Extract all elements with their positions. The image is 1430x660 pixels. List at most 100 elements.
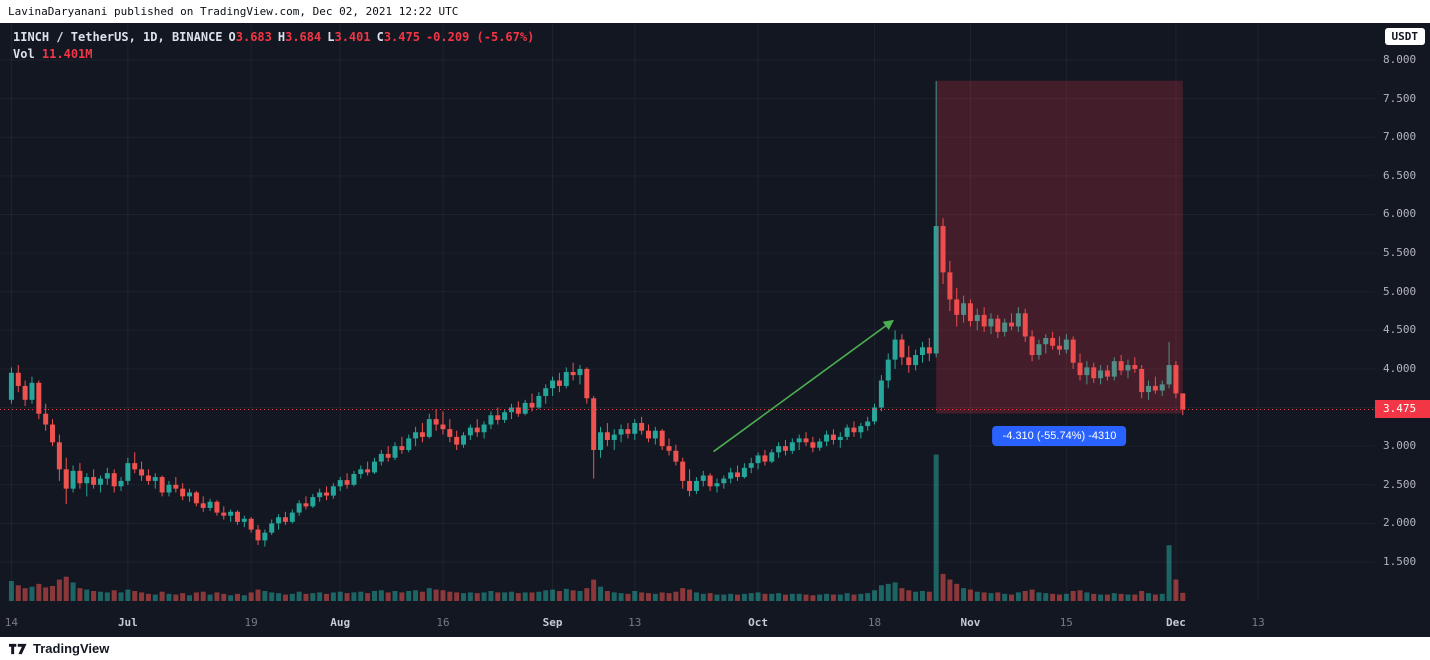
candle-body bbox=[584, 368, 590, 399]
candle-body bbox=[652, 430, 658, 439]
candle-body bbox=[974, 314, 980, 322]
candle-body bbox=[577, 368, 583, 376]
candle-body bbox=[330, 486, 336, 496]
volume-bar bbox=[556, 591, 562, 601]
candle-body bbox=[515, 407, 521, 414]
candle-body bbox=[1118, 361, 1124, 371]
price-axis[interactable]: 8.000 7.500 7.000 6.500 6.000 5.500 5.000 4.500… bbox=[1375, 23, 1430, 637]
candle-body bbox=[899, 339, 905, 358]
volume-bar bbox=[563, 588, 569, 601]
volume-bar bbox=[214, 592, 220, 601]
volume-bar bbox=[474, 593, 480, 601]
candle-body bbox=[625, 429, 631, 434]
volume-bar bbox=[187, 595, 193, 601]
volume-bar bbox=[755, 592, 761, 601]
candle-body bbox=[865, 421, 871, 427]
candle-body bbox=[200, 503, 206, 508]
candle-body bbox=[741, 467, 747, 478]
volume-bar bbox=[995, 592, 1001, 601]
candle-body bbox=[152, 477, 158, 481]
candle-body bbox=[748, 463, 754, 468]
volume-bar bbox=[262, 591, 268, 601]
symbol-title[interactable]: 1INCH / TetherUS, 1D, BINANCE bbox=[13, 30, 223, 44]
candle-body bbox=[776, 446, 782, 453]
chart-canvas[interactable] bbox=[0, 23, 1375, 609]
chart-area[interactable]: 14 Jul 19 Aug 16 Sep 13 Oct 18 Nov 15 Dec 13 8.000 7.… bbox=[0, 23, 1430, 637]
candle-body bbox=[173, 484, 179, 489]
candle-body bbox=[762, 455, 768, 462]
volume-bar bbox=[550, 589, 556, 601]
candle-body bbox=[735, 472, 741, 478]
volume-bar bbox=[1022, 591, 1028, 601]
last-price-tag: 3.475 bbox=[1375, 400, 1430, 419]
candle-body bbox=[269, 523, 275, 533]
time-axis-label: 13 bbox=[1251, 616, 1265, 629]
volume-bar bbox=[433, 589, 439, 601]
volume-bar bbox=[522, 592, 528, 601]
tradingview-logo[interactable]: TradingView bbox=[9, 641, 109, 656]
volume-bar bbox=[707, 593, 713, 601]
volume-bar bbox=[344, 593, 350, 601]
volume-bar bbox=[159, 591, 165, 601]
volume-bar bbox=[858, 593, 864, 601]
candle-body bbox=[1159, 384, 1165, 391]
candle-body bbox=[598, 432, 604, 451]
candle-body bbox=[1029, 336, 1035, 356]
volume-bar bbox=[618, 593, 624, 601]
candle-body bbox=[1125, 365, 1131, 371]
volume-bar bbox=[954, 583, 960, 601]
volume-bar bbox=[604, 591, 610, 601]
candle-body bbox=[673, 450, 679, 462]
volume-bar bbox=[399, 592, 405, 601]
candle-body bbox=[461, 435, 467, 445]
volume-bar bbox=[1159, 593, 1165, 601]
time-axis[interactable]: 14 Jul 19 Aug 16 Sep 13 Oct 18 Nov 15 Dec 13 bbox=[0, 609, 1375, 637]
candle-body bbox=[406, 438, 412, 451]
volume-bar bbox=[543, 590, 549, 601]
currency-unit-button[interactable]: USDT bbox=[1384, 28, 1425, 45]
time-axis-label: Dec bbox=[1165, 616, 1186, 629]
volume-bar bbox=[714, 594, 720, 601]
volume-bar bbox=[358, 591, 364, 601]
candle-body bbox=[447, 429, 453, 437]
candle-body bbox=[234, 511, 240, 522]
candle-body bbox=[262, 532, 268, 541]
candle-body bbox=[1056, 345, 1062, 350]
candle-body bbox=[303, 503, 309, 507]
candle-body bbox=[50, 424, 56, 443]
volume-bar bbox=[981, 592, 987, 601]
volume-bar bbox=[810, 595, 816, 601]
volume-bar bbox=[1070, 591, 1076, 601]
candle-body bbox=[659, 430, 665, 447]
candle-body bbox=[413, 432, 419, 439]
volume-bar bbox=[337, 591, 343, 601]
candle-body bbox=[317, 492, 323, 498]
volume-bar bbox=[762, 593, 768, 601]
candle-body bbox=[782, 446, 788, 451]
price-range-box[interactable] bbox=[936, 80, 1183, 414]
candle-body bbox=[358, 469, 364, 474]
candle-body bbox=[556, 380, 562, 386]
candle-body bbox=[1050, 338, 1056, 346]
range-label[interactable]: -4.310 (-55.74%) -4310 bbox=[992, 425, 1127, 446]
volume-bar bbox=[529, 592, 535, 601]
candle-body bbox=[166, 484, 172, 493]
volume-bar bbox=[803, 594, 809, 601]
candle-body bbox=[967, 303, 973, 322]
candle-body bbox=[228, 511, 234, 516]
trend-arrow[interactable] bbox=[713, 319, 895, 453]
candle-body bbox=[954, 299, 960, 315]
volume-bar bbox=[782, 594, 788, 601]
candle-body bbox=[56, 442, 62, 470]
candle-body bbox=[1166, 365, 1172, 385]
candle-body bbox=[159, 477, 165, 493]
volume-bar bbox=[974, 591, 980, 601]
candle-body bbox=[844, 427, 850, 437]
candle-body bbox=[84, 477, 90, 484]
volume-bar bbox=[961, 588, 967, 601]
candle-body bbox=[77, 470, 83, 484]
volume-bar bbox=[577, 591, 583, 601]
candle-body bbox=[43, 413, 49, 425]
candle-body bbox=[8, 372, 14, 400]
price-tick-label: 7.500 bbox=[1383, 91, 1417, 105]
